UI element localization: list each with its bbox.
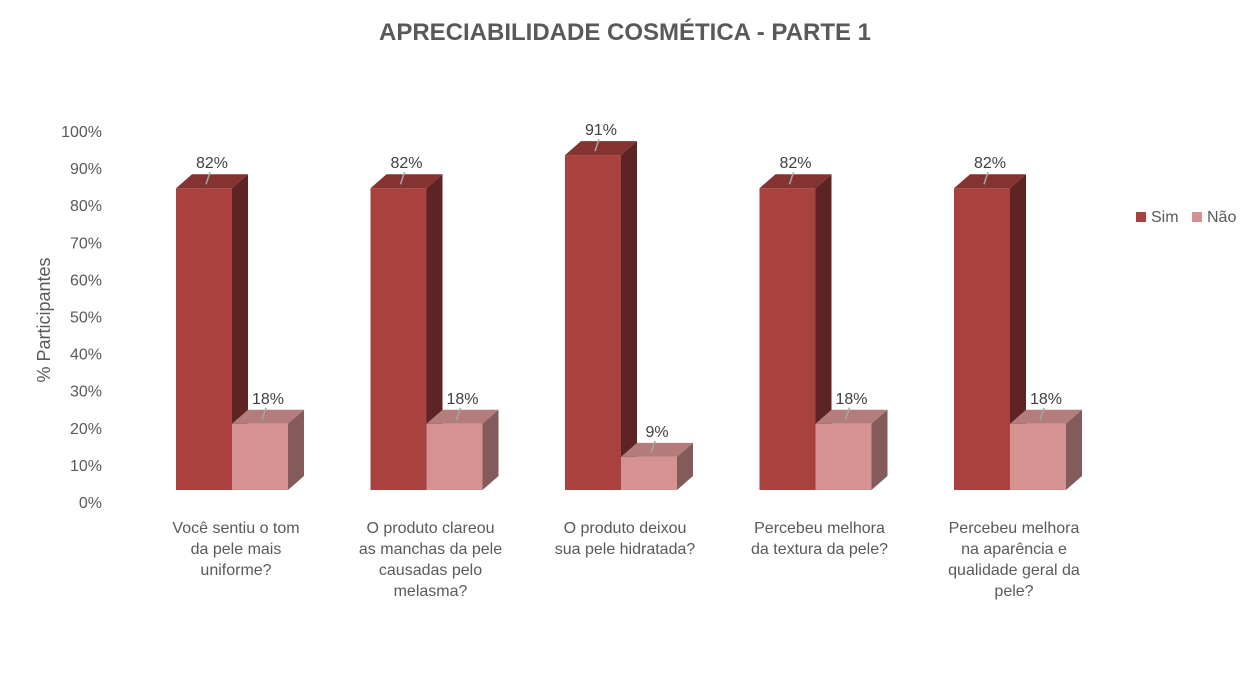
data-label: 18% <box>446 391 478 408</box>
category-label: Você sentiu o tom da pele mais uniforme? <box>172 520 299 579</box>
bar-side <box>1066 409 1082 490</box>
leader-line <box>261 407 267 420</box>
y-tick-label: 0% <box>79 495 102 512</box>
bar-front <box>954 188 1010 491</box>
category-label: O produto clareou as manchas da pele causa… <box>359 520 502 600</box>
y-tick-label: 70% <box>70 235 102 252</box>
y-tick-label: 40% <box>70 347 102 364</box>
category-label: Percebeu melhora na aparência e qualidade … <box>948 520 1080 600</box>
y-tick-label: 80% <box>70 198 102 215</box>
data-label: 18% <box>252 391 284 408</box>
leader-line <box>1039 407 1045 420</box>
bar-side <box>426 174 443 491</box>
bar-sim: 82% <box>370 155 443 491</box>
y-tick-label: 10% <box>70 458 102 475</box>
leader-line <box>455 407 462 420</box>
bar-sim: 91% <box>565 122 637 490</box>
bar-top <box>1010 409 1082 424</box>
bar-sim: 82% <box>954 155 1026 491</box>
bar-sim: 82% <box>759 155 832 491</box>
bar-top <box>370 174 443 189</box>
bar-nao: 9% <box>621 424 693 490</box>
bars-group: 82% 18% 82% 18% 91% 9% 82% 18% 82% 18% <box>176 122 1082 491</box>
bar-side <box>677 442 693 490</box>
bar-front <box>815 423 872 490</box>
data-label: 18% <box>835 391 867 408</box>
leader-line <box>205 172 211 185</box>
bar-side <box>482 409 499 490</box>
bar-side <box>232 174 248 491</box>
category-label: O produto deixou sua pele hidratada? <box>555 520 696 558</box>
bar-top <box>232 409 304 424</box>
category-label: Percebeu melhora da textura da pele? <box>751 520 888 558</box>
legend-swatch <box>1192 212 1202 222</box>
bar-nao: 18% <box>426 391 499 490</box>
y-axis-label: % Participantes <box>34 257 54 382</box>
legend-swatch <box>1136 212 1146 222</box>
bar-side <box>871 409 888 490</box>
bar-front <box>1010 423 1066 490</box>
data-label: 82% <box>974 155 1006 172</box>
x-axis-labels: Você sentiu o tom da pele mais uniforme? O … <box>172 520 1080 600</box>
y-tick-label: 50% <box>70 310 102 327</box>
bar-sim: 82% <box>176 155 248 491</box>
bar-nao: 18% <box>815 391 888 490</box>
bar-top <box>954 174 1026 189</box>
y-tick-label: 30% <box>70 384 102 401</box>
y-axis-ticks: 0% 10% 20% 30% 40% 50% 60% 70% 80% 90% 100% <box>61 124 102 512</box>
leader-line <box>594 138 600 152</box>
leader-line <box>650 440 656 454</box>
leader-line <box>983 172 989 185</box>
bar-front <box>232 423 288 490</box>
y-tick-label: 90% <box>70 161 102 178</box>
bar-top <box>759 174 832 189</box>
bar-top <box>176 174 248 189</box>
bar-side <box>288 409 304 490</box>
data-label: 82% <box>390 155 422 172</box>
bar-top <box>621 442 693 457</box>
bar-front <box>370 188 427 491</box>
data-label: 18% <box>1030 391 1062 408</box>
leader-line <box>399 172 406 185</box>
bar-top <box>565 141 637 156</box>
bar-front <box>621 456 677 490</box>
data-label: 82% <box>196 155 228 172</box>
legend-label: Não <box>1207 209 1236 226</box>
leader-line <box>844 407 851 420</box>
bar-nao: 18% <box>232 391 304 490</box>
legend: Sim Não <box>1136 209 1236 226</box>
y-tick-label: 20% <box>70 421 102 438</box>
y-tick-label: 60% <box>70 272 102 289</box>
bar-nao: 18% <box>1010 391 1082 490</box>
chart-title: APRECIABILIDADE COSMÉTICA - PARTE 1 <box>379 18 871 46</box>
bar-front <box>426 423 483 490</box>
leader-line <box>788 172 795 185</box>
bar-front <box>759 188 816 491</box>
y-tick-label: 100% <box>61 124 102 141</box>
legend-label: Sim <box>1151 209 1179 226</box>
bar-side <box>815 174 832 491</box>
bar-side <box>621 141 637 490</box>
data-label: 82% <box>779 155 811 172</box>
bar-front <box>176 188 232 491</box>
data-label: 91% <box>585 122 617 139</box>
data-label: 9% <box>645 424 668 441</box>
bar-side <box>1010 174 1026 491</box>
bar-top <box>426 409 499 424</box>
bar-top <box>815 409 888 424</box>
bar-front <box>565 155 621 490</box>
